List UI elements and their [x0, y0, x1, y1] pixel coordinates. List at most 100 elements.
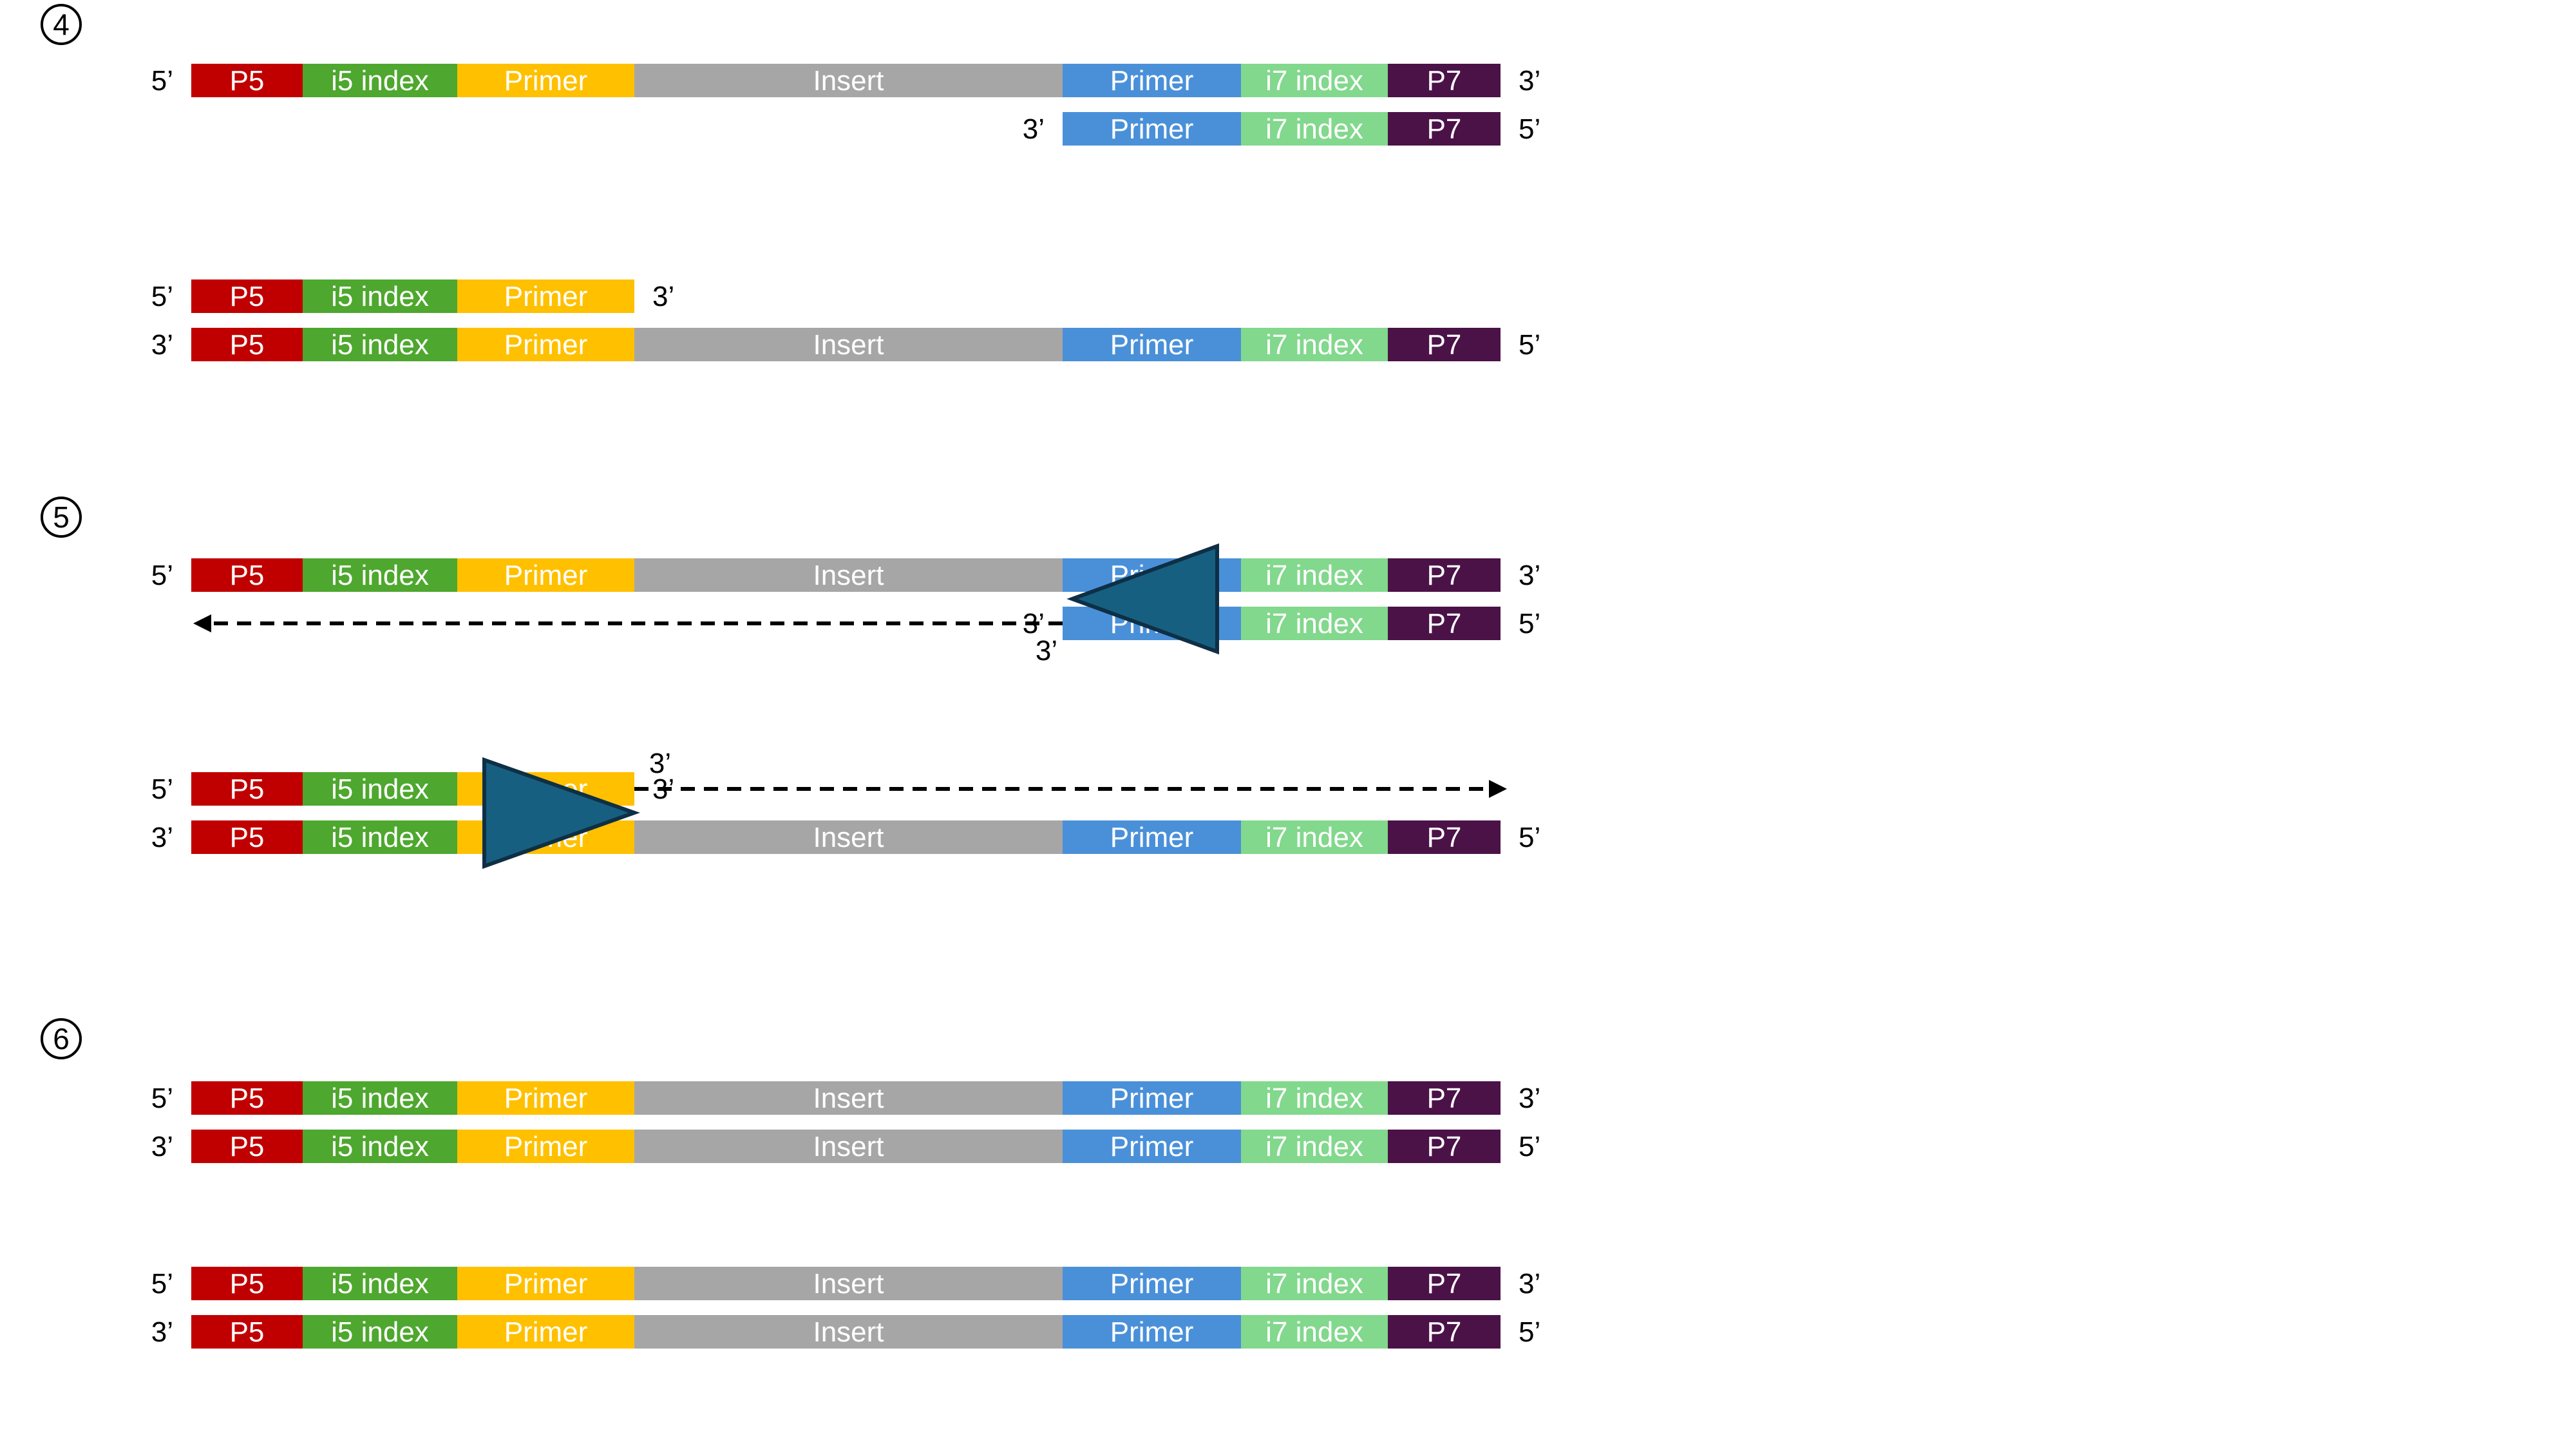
segment-P5: [191, 1315, 303, 1349]
strand-right-end-label: 5’: [1519, 1131, 1540, 1162]
strand-left-end-label: 5’: [151, 65, 173, 97]
extension-end-label: 3’: [649, 748, 671, 779]
segment-label-i5: i5 index: [331, 1083, 429, 1114]
segment-label-insert: Insert: [813, 1131, 884, 1162]
segment-primerFwd: [457, 1130, 634, 1163]
strand-left-end-label: 3’: [151, 1131, 173, 1162]
extension-arrow-forward: 3’: [634, 748, 1507, 798]
segment-label-primerFwd: Primer: [504, 560, 588, 591]
strand-right-end-label: 3’: [1519, 65, 1540, 97]
segment-i7: [1241, 558, 1388, 592]
segment-i7: [1241, 112, 1388, 146]
segment-label-insert: Insert: [813, 822, 884, 853]
strand-right-end-label: 3’: [1519, 1268, 1540, 1300]
strand-left-end-label: 5’: [151, 773, 173, 805]
segment-label-primerFwd: Primer: [504, 1268, 588, 1300]
segment-insert: [634, 328, 1063, 361]
segment-label-insert: Insert: [813, 65, 884, 97]
segment-primerRev: [1063, 820, 1241, 854]
strand-left-end-label: 3’: [151, 822, 173, 853]
strand-right-end-label: 5’: [1519, 822, 1540, 853]
strand-s6a-top: P5 i5 index Primer Insert Primer i7 index P7 5’…: [151, 1081, 1540, 1115]
strand-left-end-label: 5’: [151, 560, 173, 591]
segment-primerFwd: [457, 64, 634, 97]
strand-s4b-top: P5 i5 index Primer 5’ 3’: [151, 279, 674, 313]
strand-s6a-bottom: P5 i5 index Primer Insert Primer i7 index P7 3’…: [151, 1130, 1540, 1163]
segment-label-P5: P5: [230, 1316, 265, 1348]
strand-right-end-label: 3’: [1519, 560, 1540, 591]
strand-s4a-bottom: Primer i7 index P7 3’ 5’: [1023, 112, 1540, 146]
segment-i5: [303, 558, 457, 592]
segment-primerFwd: [457, 1081, 634, 1115]
segment-label-primerRev: Primer: [1110, 1131, 1194, 1162]
strand-s4a-top: P5 i5 index Primer Insert Primer i7 index P7 5’…: [151, 64, 1540, 97]
segment-P5: [191, 820, 303, 854]
step-number: 4: [53, 8, 70, 41]
strand-left-end-label: 3’: [1023, 113, 1045, 145]
step-number: 6: [53, 1022, 70, 1056]
segment-label-i5: i5 index: [331, 65, 429, 97]
segment-P5: [191, 1267, 303, 1300]
step-marker-6: 6: [41, 1018, 82, 1059]
segment-label-i7: i7 index: [1265, 329, 1363, 361]
segment-i5: [303, 772, 457, 806]
step-marker-5: 5: [41, 497, 82, 538]
segment-label-i5: i5 index: [331, 329, 429, 361]
step-circle: [41, 4, 82, 45]
segment-primerFwd: [457, 328, 634, 361]
segment-i7: [1241, 1267, 1388, 1300]
segment-label-primerFwd: Primer: [504, 1083, 588, 1114]
extension-end-label: 3’: [1036, 635, 1057, 667]
segment-label-primerRev: Primer: [1110, 1316, 1194, 1348]
segment-P7: [1388, 820, 1501, 854]
segment-primerRev: [1063, 1081, 1241, 1115]
segment-i5: [303, 1267, 457, 1300]
segment-i7: [1241, 1130, 1388, 1163]
segment-i7: [1241, 820, 1388, 854]
segment-primerRev: [1063, 1130, 1241, 1163]
segment-label-i5: i5 index: [331, 822, 429, 853]
segment-label-i7: i7 index: [1265, 560, 1363, 591]
segment-label-P5: P5: [230, 1131, 265, 1162]
segment-label-primerFwd: Primer: [504, 65, 588, 97]
segment-label-P5: P5: [230, 773, 265, 805]
segment-label-primerRev: Primer: [1110, 113, 1194, 145]
segment-label-insert: Insert: [813, 329, 884, 361]
strand-right-end-label: 5’: [1519, 608, 1540, 639]
segment-P7: [1388, 1081, 1501, 1115]
segment-label-i7: i7 index: [1265, 608, 1363, 639]
segment-P5: [191, 1130, 303, 1163]
forward-primer-triangle-icon: [482, 757, 640, 869]
segment-P7: [1388, 1130, 1501, 1163]
segment-i5: [303, 279, 457, 313]
segment-i5: [303, 820, 457, 854]
segment-label-insert: Insert: [813, 1083, 884, 1114]
segment-label-P5: P5: [230, 560, 265, 591]
segment-i5: [303, 1315, 457, 1349]
segment-label-primerRev: Primer: [1110, 1083, 1194, 1114]
strand-s6b-top: P5 i5 index Primer Insert Primer i7 index P7 5’…: [151, 1267, 1540, 1300]
segment-label-i7: i7 index: [1265, 1083, 1363, 1114]
segment-primerFwd: [457, 1267, 634, 1300]
segment-P7: [1388, 558, 1501, 592]
segment-label-P5: P5: [230, 1083, 265, 1114]
segment-label-i7: i7 index: [1265, 822, 1363, 853]
step-marker-4: 4: [41, 4, 82, 45]
segment-primerRev: [1063, 64, 1241, 97]
segment-label-i5: i5 index: [331, 773, 429, 805]
segment-i5: [303, 1081, 457, 1115]
segment-primerFwd: [457, 558, 634, 592]
segment-insert: [634, 820, 1063, 854]
strand-right-end-label: 5’: [1519, 329, 1540, 361]
strand-right-end-label: 5’: [1519, 113, 1540, 145]
segment-label-P7: P7: [1427, 560, 1462, 591]
segment-primerFwd: [457, 1315, 634, 1349]
segment-P7: [1388, 112, 1501, 146]
segment-P5: [191, 558, 303, 592]
step-circle: [41, 1018, 82, 1059]
strand-left-end-label: 5’: [151, 1268, 173, 1300]
